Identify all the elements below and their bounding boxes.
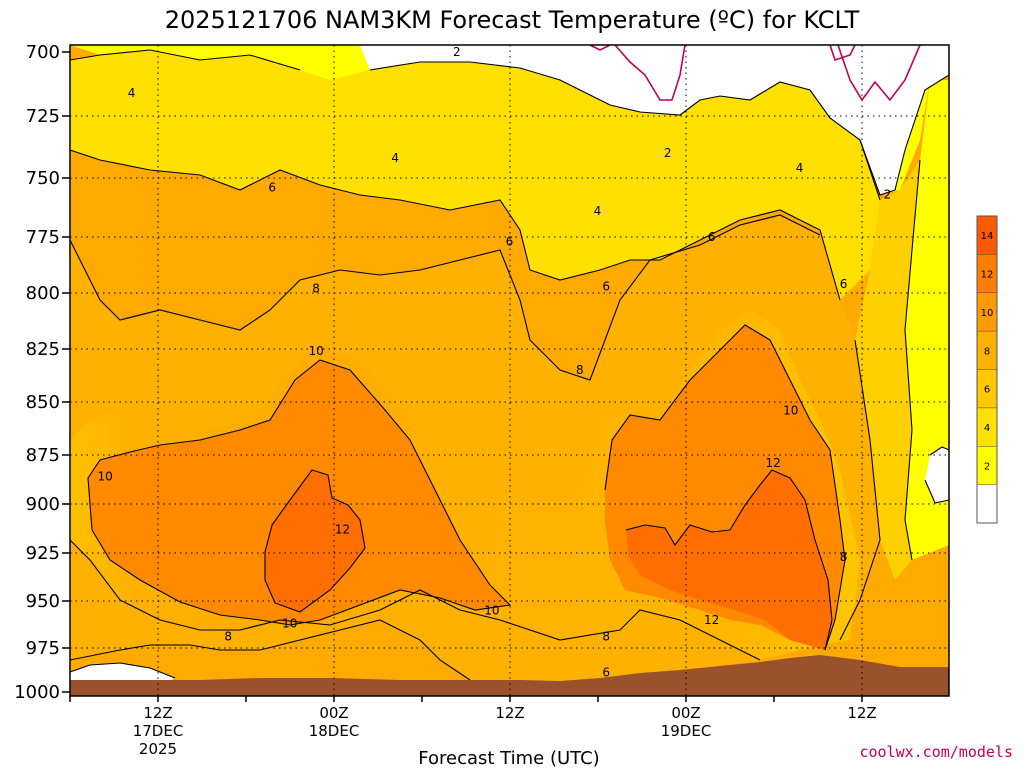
contour-label: 2 [884,188,892,202]
y-tick-label: 750 [26,168,60,189]
x-tick-label: 00Z [319,704,348,722]
contour-label: 6 [708,230,716,244]
y-tick-label: 725 [26,106,60,127]
legend-label: 4 [984,423,990,434]
x-tick-label: 12Z [847,704,876,722]
y-tick-label: 775 [26,227,60,248]
contour-label: 8 [224,630,232,644]
legend-label: 14 [981,231,994,242]
y-tick-label: 800 [26,283,60,304]
legend-color-cell [977,254,997,293]
x-tick-label: 19DEC [661,722,712,740]
contour-label: 8 [602,630,610,644]
legend-color-cell [977,369,997,408]
contour-label: 10 [282,617,297,631]
legend-label: 12 [981,270,994,281]
legend-label: 2 [984,461,990,472]
contour-label: 2 [664,146,672,160]
y-tick-label: 950 [26,591,60,612]
contour-lines [70,49,949,681]
freezing-line [589,45,921,102]
color-legend: 14 12 10 8 6 4 2 [976,215,998,524]
legend-color-cell [977,292,997,332]
y-tick-label: 850 [26,392,60,413]
contour-label: 4 [128,86,136,100]
legend-color-cell [977,216,997,255]
y-tick-label: 975 [26,638,60,659]
credit-text: coolwx.com/models [859,743,1013,761]
contour-label: 4 [391,151,399,165]
legend-label: 10 [981,308,994,319]
legend-color-cell [977,407,997,447]
contour-label: 8 [312,282,320,296]
x-tick-label: 18DEC [309,722,360,740]
x-tick-label: 12Z [143,704,172,722]
contour-label: 6 [268,180,276,194]
legend-label: 6 [984,385,990,396]
y-axis: 700 725 750 775 800 825 850 875 900 925 950 975 1000 [14,42,70,703]
contour-label: 10 [98,470,113,484]
x-axis-label: Forecast Time (UTC) [418,748,599,768]
contour-label: 12 [766,456,781,470]
temperature-fill: 2 2 2 4 4 4 4 6 6 6 6 6 6 8 8 8 8 8 10 10 10 10 10 12 12 12 [70,45,949,696]
x-tick-label: 2025 [139,740,177,758]
contour-labels: 2 2 2 4 4 4 4 6 6 6 6 6 6 8 8 8 8 8 10 10 10 10 10 12 12 12 [98,45,892,680]
x-tick-label: 12Z [495,704,524,722]
contour-label: 2 [453,45,461,59]
contour-label: 4 [796,161,804,175]
contour-label: 12 [335,522,350,536]
contour-label: 4 [594,204,602,218]
contour-label: 6 [840,277,848,291]
contour-label: 6 [602,666,610,680]
contour-label: 10 [308,344,323,358]
legend-label: 8 [984,346,990,357]
y-tick-label: 825 [26,339,60,360]
x-tick-label: 17DEC [133,722,184,740]
x-tick-label: 00Z [671,704,700,722]
y-tick-label: 1000 [14,682,60,703]
contour-label: 12 [704,613,719,627]
legend-color-cell [977,446,997,485]
y-tick-label: 875 [26,445,60,466]
contour-label: 6 [506,234,514,248]
contour-label: 10 [484,603,499,617]
y-tick-label: 925 [26,543,60,564]
contour-label: 8 [840,550,848,564]
y-tick-label: 700 [26,42,60,63]
contour-label: 8 [576,363,584,377]
y-tick-label: 900 [26,494,60,515]
chart-title: 2025121706 NAM3KM Forecast Temperature (… [165,6,860,34]
contour-label: 6 [602,279,610,293]
contour-label: 10 [783,403,798,417]
legend-color-cell [977,331,997,370]
legend-color-cell [977,484,997,523]
